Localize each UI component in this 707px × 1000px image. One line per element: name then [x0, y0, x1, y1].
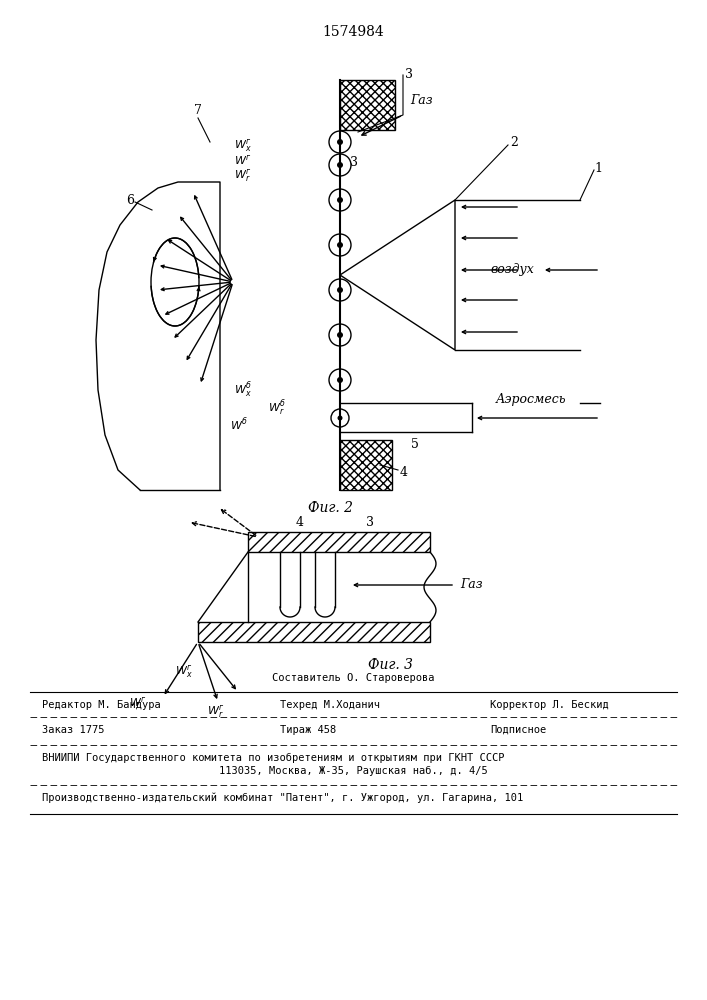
Text: Заказ 1775: Заказ 1775: [42, 725, 105, 735]
Text: 3: 3: [350, 155, 358, 168]
Text: $W_r^г$: $W_r^г$: [234, 166, 252, 184]
Text: Составитель О. Староверова: Составитель О. Староверова: [271, 673, 434, 683]
Text: Редактор М. Бандура: Редактор М. Бандура: [42, 700, 160, 710]
Text: Фиг. 3: Фиг. 3: [368, 658, 412, 672]
Text: 113035, Москва, Ж-35, Раушская наб., д. 4/5: 113035, Москва, Ж-35, Раушская наб., д. …: [218, 766, 487, 776]
Text: $W_x^г$: $W_x^г$: [234, 136, 252, 153]
Text: Газ: Газ: [460, 578, 483, 591]
Circle shape: [329, 131, 351, 153]
Text: Газ: Газ: [410, 94, 433, 106]
Text: 4: 4: [296, 516, 304, 528]
Circle shape: [329, 324, 351, 346]
Text: Аэросмесь: Аэросмесь: [496, 393, 566, 406]
Text: Производственно-издательский комбинат "Патент", г. Ужгород, ул. Гагарина, 101: Производственно-издательский комбинат "П…: [42, 793, 523, 803]
Polygon shape: [198, 622, 430, 642]
Text: $W_r^г$: $W_r^г$: [207, 704, 225, 720]
Text: 7: 7: [194, 104, 202, 116]
Polygon shape: [340, 80, 395, 130]
Polygon shape: [340, 440, 392, 490]
Text: 2: 2: [510, 135, 518, 148]
Text: 3: 3: [366, 516, 374, 528]
Circle shape: [337, 139, 343, 145]
Text: 3: 3: [405, 68, 413, 82]
Text: воздух: воздух: [490, 263, 534, 276]
Circle shape: [337, 416, 342, 420]
Text: 4: 4: [400, 466, 408, 479]
Text: Фиг. 2: Фиг. 2: [308, 501, 353, 515]
Text: Техред М.Ходанич: Техред М.Ходанич: [280, 700, 380, 710]
Text: $W_r^б$: $W_r^б$: [268, 398, 286, 418]
Polygon shape: [248, 532, 430, 552]
Text: Корректор Л. Бескид: Корректор Л. Бескид: [490, 700, 609, 710]
Text: ВНИИПИ Государственного комитета по изобретениям и открытиям при ГКНТ СССР: ВНИИПИ Государственного комитета по изоб…: [42, 753, 505, 763]
Text: $W_x^г$: $W_x^г$: [175, 664, 193, 680]
Circle shape: [329, 189, 351, 211]
Text: Подписное: Подписное: [490, 725, 547, 735]
Text: $W^г$: $W^г$: [234, 153, 252, 167]
Circle shape: [337, 242, 343, 248]
Circle shape: [337, 197, 343, 203]
Text: $W^г$: $W^г$: [129, 695, 147, 709]
Circle shape: [329, 279, 351, 301]
Circle shape: [337, 377, 343, 383]
Text: 1574984: 1574984: [322, 25, 384, 39]
Circle shape: [329, 154, 351, 176]
Circle shape: [329, 369, 351, 391]
Text: 1: 1: [594, 161, 602, 174]
Circle shape: [337, 162, 343, 168]
Text: 5: 5: [411, 438, 419, 450]
Circle shape: [331, 409, 349, 427]
Text: 6: 6: [126, 194, 134, 207]
Circle shape: [337, 332, 343, 338]
Circle shape: [337, 287, 343, 293]
Circle shape: [329, 234, 351, 256]
Text: $W_x^б$: $W_x^б$: [234, 380, 252, 400]
Text: Тираж 458: Тираж 458: [280, 725, 337, 735]
Text: $W^б$: $W^б$: [230, 417, 248, 433]
